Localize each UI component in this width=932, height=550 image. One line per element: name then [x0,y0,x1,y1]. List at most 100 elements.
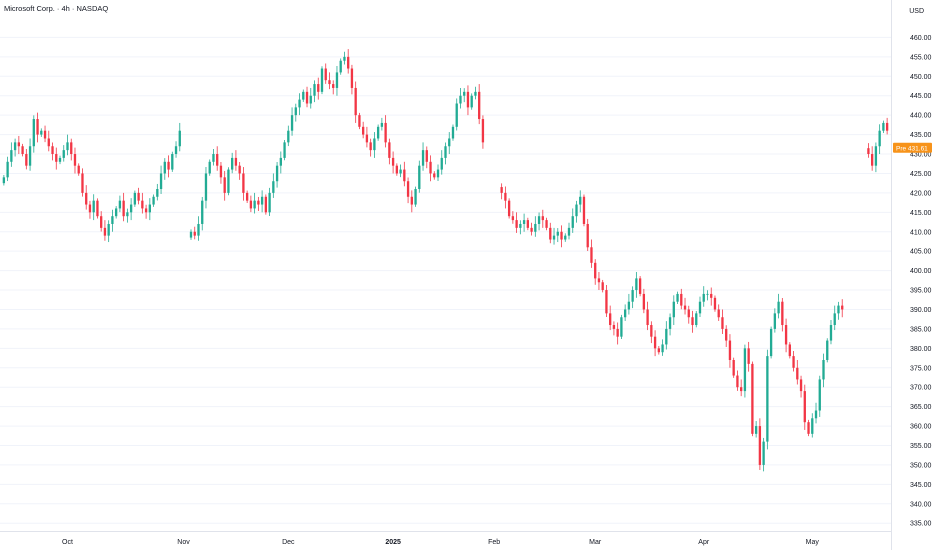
x-tick-label: Dec [282,539,295,546]
candle [519,220,522,235]
candle [388,138,391,165]
candle-body [152,196,155,205]
candle-body [560,231,563,240]
candle [40,128,43,137]
candle [661,339,664,356]
candle-body [526,220,529,228]
candle-body [260,196,264,205]
candle-body [515,220,518,228]
candle-body [537,216,541,224]
candle [740,379,743,397]
candle-body [264,196,268,213]
candle-body [208,161,211,174]
y-tick-label: 410.00 [910,229,932,236]
candle-body [403,169,406,182]
candle-body [122,200,125,217]
candle [17,135,21,155]
candle-body [275,165,279,182]
candle-body [103,227,107,236]
candle-body [231,157,234,170]
candle [792,351,795,372]
candle [680,288,683,310]
candle [665,321,668,350]
candle-body [814,410,818,419]
candle [511,211,515,224]
candle-body [55,154,58,162]
candle-body [410,196,413,205]
candle [459,87,462,109]
candle [732,357,735,378]
candle [683,297,687,315]
candle-body [193,231,196,236]
candle [111,209,114,232]
y-tick-label: 450.00 [910,74,932,81]
candle-body [290,115,294,131]
candle-body [627,301,631,310]
candle-body [32,119,35,147]
candle [268,187,271,217]
candle [133,190,137,207]
candle-body [620,317,623,337]
candle-body [702,293,705,302]
candle [500,183,503,200]
candle-body [710,293,713,298]
candle [623,304,627,321]
candle-body [631,290,634,302]
candle [425,146,428,169]
candle [597,271,601,291]
candle [58,155,62,165]
candle-body [107,223,110,236]
candle [777,293,780,319]
candle-body [66,142,69,151]
candle-body [874,146,878,166]
candle [515,212,518,233]
candle-body [309,95,312,104]
candle-body [174,146,178,155]
candle [811,413,814,438]
candle-body [369,142,372,151]
candle [429,155,432,182]
candle [803,384,806,430]
candle [272,173,275,198]
candle-body [773,313,777,329]
candle-body [807,422,810,434]
candle [725,325,728,347]
candle [773,308,777,333]
candle-body [695,313,698,326]
candle [829,319,833,345]
candle [73,147,77,174]
candle [51,142,54,161]
candle [55,147,58,170]
candle-body [28,146,32,166]
candle-body [455,103,458,127]
candle [758,418,762,470]
candle [100,211,103,232]
candle-body [279,157,282,166]
candle-body [2,177,6,184]
candle [96,198,99,219]
candle [728,334,732,368]
candle-body [25,154,28,166]
candle-body [388,142,391,158]
candle [691,310,694,333]
candle [242,167,245,201]
candle [668,313,672,336]
candle [260,190,264,213]
candle [841,299,844,318]
candle [25,148,28,170]
candle-body [609,313,612,326]
y-tick-label: 370.00 [910,385,932,392]
candle [395,163,399,176]
candle-body [870,154,874,166]
candle-body [687,309,690,318]
y-tick-label: 345.00 [910,482,932,489]
candle [227,167,230,196]
candle-body [313,84,316,96]
candle [302,89,305,102]
candle-body [51,146,54,155]
candle [609,305,612,331]
candle [126,208,129,223]
candle-body [92,200,95,213]
y-tick-label: 430.00 [910,152,932,159]
